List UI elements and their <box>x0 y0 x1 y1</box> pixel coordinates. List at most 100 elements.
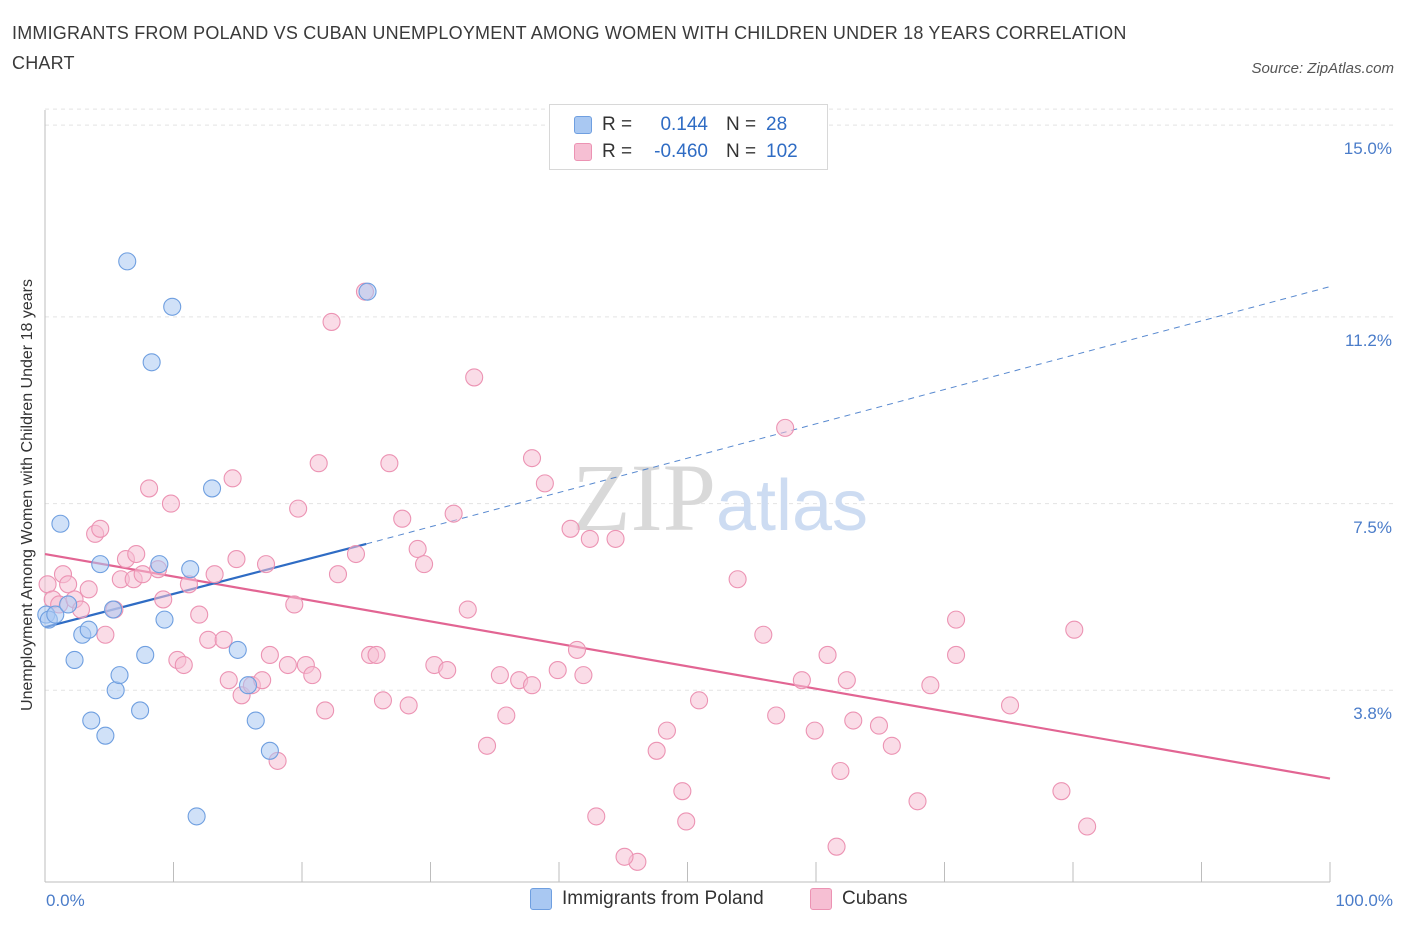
poland-point <box>106 681 125 700</box>
cubans-point <box>465 368 484 387</box>
poland-trend-extension <box>366 286 1331 545</box>
cubans-point <box>174 655 193 675</box>
cubans-point <box>444 504 463 523</box>
y-axis-label-container: Unemployment Among Women with Children U… <box>14 110 42 880</box>
watermark: ZIPatlas <box>572 444 868 551</box>
poland-point <box>91 555 110 574</box>
cubans-point <box>792 671 811 690</box>
cubans-point <box>399 696 418 715</box>
cubans-point <box>127 544 146 564</box>
poland-point <box>155 610 174 629</box>
cubans-point <box>260 645 279 664</box>
poland-point <box>118 252 137 271</box>
poland-point <box>228 640 247 659</box>
legend-r-value: 0.144 <box>660 114 708 135</box>
poland-point <box>163 297 182 316</box>
cubans-point <box>205 565 224 584</box>
cubans-point <box>767 706 786 725</box>
legend-n-value: 28 <box>766 114 788 135</box>
cubans-point <box>309 454 328 473</box>
poland-point <box>142 353 161 372</box>
poland-point <box>246 711 265 730</box>
cubans-point <box>199 630 218 649</box>
cubans-point <box>477 736 497 755</box>
cubans-point <box>587 807 606 826</box>
legend-r-label: R = <box>602 114 633 135</box>
cubans-point <box>844 711 863 730</box>
legend-item-poland[interactable]: Immigrants from Poland <box>530 888 764 910</box>
x-tick-label-max: 100.0% <box>1335 891 1393 910</box>
cubans-point <box>522 449 542 468</box>
cubans-point <box>346 544 366 564</box>
y-tick-label: 11.2% <box>1345 330 1392 350</box>
cubans-point <box>548 661 567 680</box>
source-label: Source: ZipAtlas.com <box>1251 60 1394 77</box>
poland-point <box>131 701 150 720</box>
cubans-point <box>133 565 152 584</box>
y-tick-label: 15.0% <box>1343 139 1392 159</box>
cubans-point <box>154 590 173 609</box>
cubans-point <box>776 418 795 437</box>
cubans-point <box>179 575 198 594</box>
cubans-point <box>908 792 927 811</box>
cubans-point <box>535 474 554 493</box>
cubans-point <box>289 499 308 518</box>
cubans-point <box>831 761 850 781</box>
y-axis-label: Unemployment Among Women with Children U… <box>19 279 36 711</box>
chart-title: IMMIGRANTS FROM POLAND VS CUBAN UNEMPLOY… <box>12 23 1127 73</box>
legend-r-label: R = <box>602 141 633 162</box>
cubans-swatch <box>810 888 832 910</box>
cubans-point <box>882 736 901 755</box>
cubans-point <box>223 469 242 488</box>
legend-label-cubans: Cubans <box>842 888 908 909</box>
cubans-point <box>316 701 335 720</box>
poland-point <box>104 600 123 619</box>
poland-point <box>59 595 78 614</box>
cubans-point <box>1065 620 1084 639</box>
cubans-point <box>490 666 509 685</box>
cubans-point <box>947 645 966 664</box>
cubans-point <box>869 716 889 735</box>
poland-point <box>51 514 70 533</box>
legend-row-poland: R = 0.144 N = 28 <box>574 111 787 139</box>
correlation-legend: R = 0.144 N = 28 R = -0.460 N = 102 <box>549 104 828 170</box>
trend-lines <box>44 286 1331 780</box>
cubans-point <box>818 645 837 664</box>
legend-n-label: N = <box>726 114 757 135</box>
cubans-point <box>657 721 676 740</box>
cubans-point <box>373 691 393 710</box>
cubans-point <box>561 519 580 538</box>
poland-point <box>136 645 155 664</box>
x-tick-label-min: 0.0% <box>46 891 85 910</box>
cubans-point <box>754 625 773 644</box>
cubans-point <box>79 580 98 599</box>
cubans-point <box>522 676 542 695</box>
poland-point <box>150 555 169 574</box>
cubans-point <box>393 509 412 528</box>
cubans-point <box>303 666 322 685</box>
cubans-point <box>214 630 233 649</box>
legend-label-poland: Immigrants from Poland <box>562 888 764 909</box>
cubans-point <box>1078 817 1097 836</box>
cubans-point <box>947 610 966 629</box>
cubans-point <box>91 519 110 538</box>
poland-point <box>65 650 84 670</box>
cubans-point <box>647 741 666 760</box>
poland-point <box>181 560 200 579</box>
poland-swatch <box>530 888 552 910</box>
cubans-point <box>574 666 593 685</box>
poland-point <box>46 605 65 624</box>
cubans-point <box>190 605 209 624</box>
poland-point <box>79 620 98 639</box>
cubans-point <box>690 691 709 710</box>
cubans-point <box>285 595 304 614</box>
legend-item-cubans[interactable]: Cubans <box>810 888 908 910</box>
y-tick-label: 7.5% <box>1353 517 1392 537</box>
cubans-point <box>227 550 246 569</box>
cubans-point <box>59 575 78 594</box>
poland-trend-line <box>44 542 367 629</box>
poland-point <box>203 479 222 498</box>
cubans-point <box>837 671 856 690</box>
axes <box>44 110 1331 883</box>
